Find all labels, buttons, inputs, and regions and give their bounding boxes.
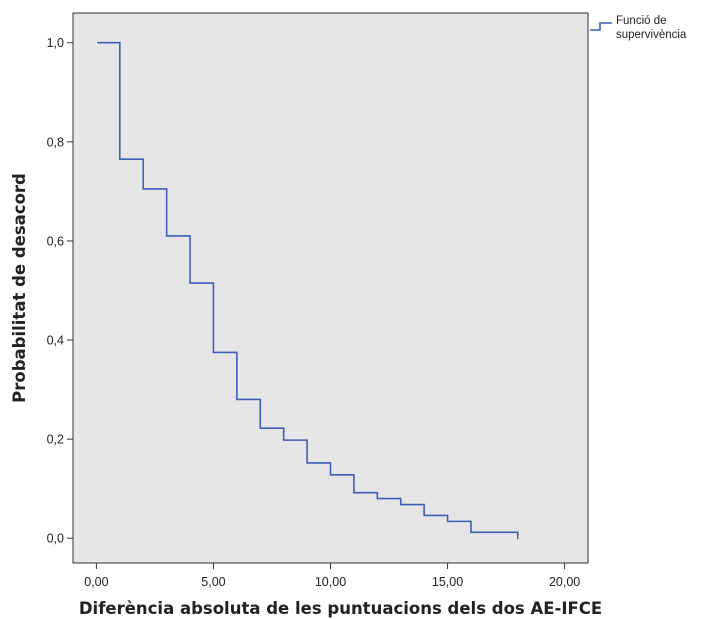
legend-label-line2: supervivència: [616, 29, 687, 41]
legend-label-line1: Funció de: [616, 15, 667, 27]
y-tick-label: 1,0: [47, 36, 64, 50]
x-axis: 0,00 5,00 10,00 15,00 20,00: [84, 563, 580, 589]
y-axis-title: Probabilitat de desacord: [10, 173, 29, 403]
y-tick-label: 0,2: [47, 433, 64, 447]
y-tick-label: 0,6: [47, 234, 64, 248]
survival-step-line: [96, 41, 519, 537]
x-tick-label: 15,00: [432, 575, 463, 589]
y-tick-label: 0,4: [47, 334, 64, 348]
x-tick-label: 0,00: [84, 575, 108, 589]
y-tick-label: 0,8: [47, 135, 64, 149]
x-tick-label: 10,00: [315, 575, 346, 589]
legend-step-symbol: [590, 22, 612, 31]
x-tick-label: 20,00: [549, 575, 580, 589]
x-tick-label: 5,00: [201, 575, 225, 589]
y-axis: 0,0 0,2 0,4 0,6 0,8 1,0: [47, 36, 73, 546]
plot-area: [72, 12, 589, 564]
y-tick-label: 0,0: [47, 532, 64, 546]
series-layer: [95, 40, 519, 540]
x-axis-title: Diferència absoluta de les puntuacions d…: [79, 599, 602, 618]
legend: Funció de supervivència: [590, 15, 687, 41]
